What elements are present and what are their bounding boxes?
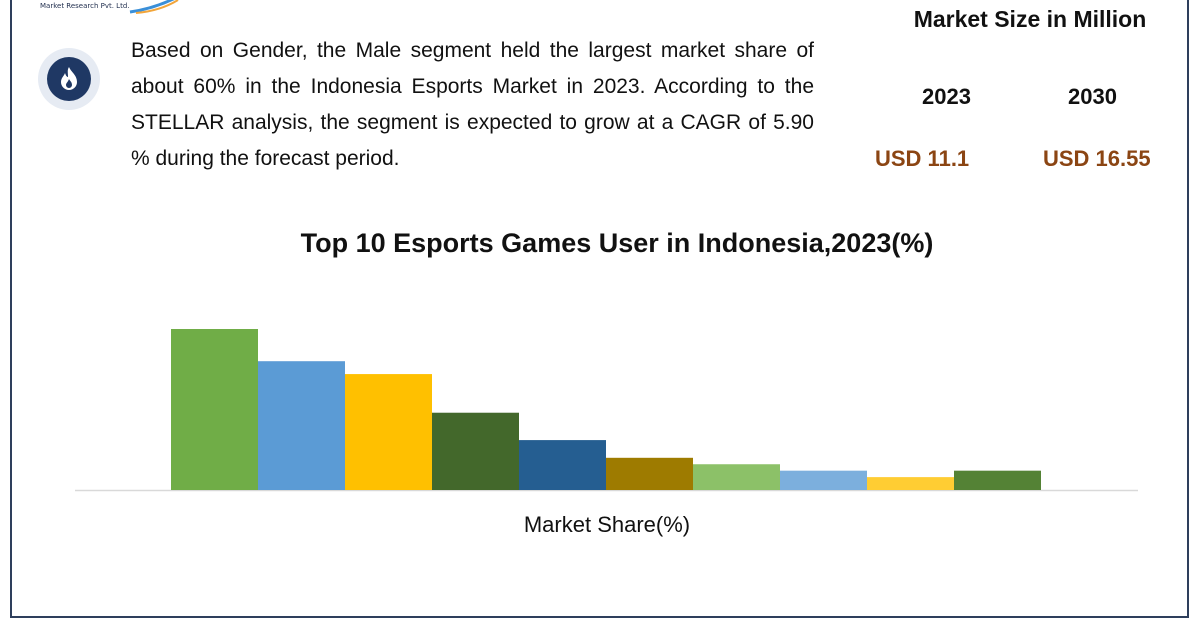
chart-title: Top 10 Esports Games User in Indonesia,2…: [300, 228, 934, 258]
bar-4: [432, 412, 519, 490]
logo-text: Market Research Pvt. Ltd.: [40, 2, 130, 10]
summary-paragraph: Based on Gender, the Male segment held t…: [131, 39, 814, 170]
bar-chart: [75, 329, 1138, 492]
value-2023: USD 11.1: [875, 146, 970, 171]
bar-3: [345, 374, 432, 490]
bar-2: [258, 361, 345, 490]
bar-7: [693, 464, 780, 490]
bar-10: [954, 470, 1041, 490]
value-2030: USD 16.55: [1043, 146, 1151, 171]
x-axis-label: Market Share(%): [523, 512, 691, 537]
bar-1: [171, 329, 258, 490]
market-size-title: Market Size in Million: [913, 6, 1147, 32]
company-logo: Market Research Pvt. Ltd.: [40, 0, 179, 16]
year-2030-label: 2030: [1068, 84, 1117, 109]
flame-icon: [47, 57, 91, 101]
year-2023-label: 2023: [922, 84, 971, 109]
flame-badge: [38, 48, 100, 110]
bar-9: [867, 477, 954, 490]
bar-5: [519, 440, 606, 490]
bar-6: [606, 457, 693, 490]
logo-swoosh-icon: [129, 0, 179, 14]
bar-8: [780, 470, 867, 490]
